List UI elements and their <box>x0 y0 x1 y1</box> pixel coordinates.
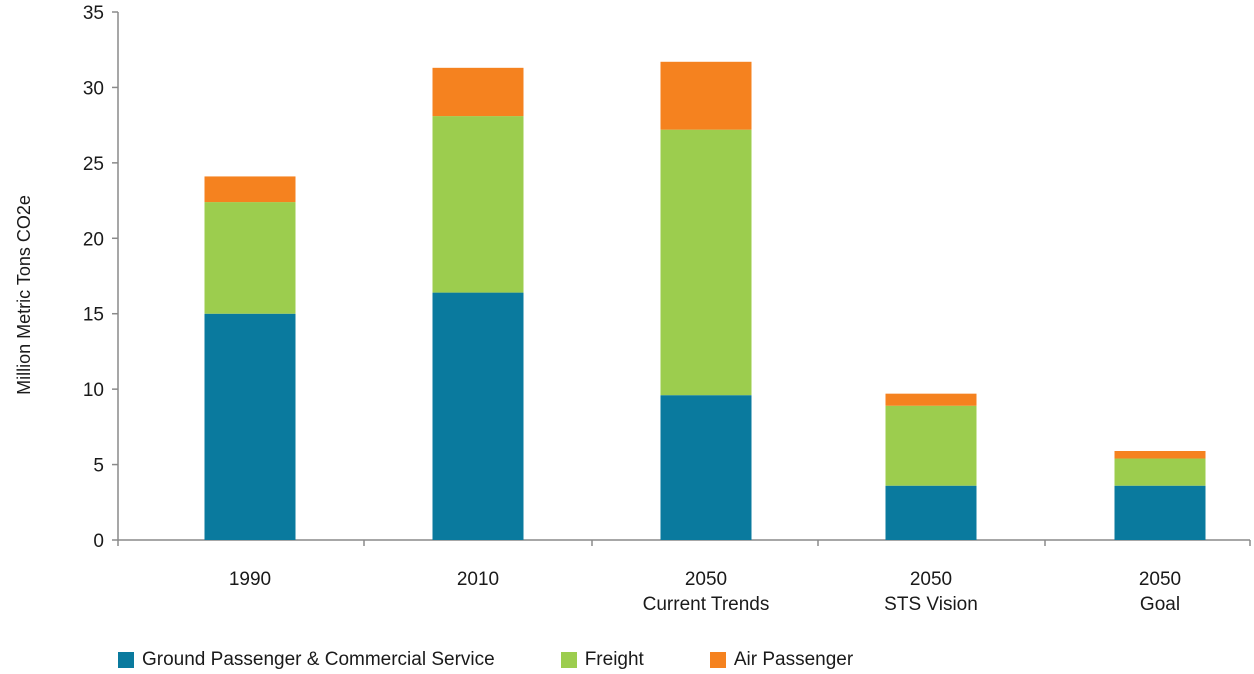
bar-air-3 <box>885 393 977 406</box>
y-tick-label: 30 <box>83 78 104 99</box>
bar-freight-0 <box>204 202 296 314</box>
category-label-line2: STS Vision <box>884 594 978 615</box>
legend-label-ground: Ground Passenger & Commercial Service <box>142 649 495 670</box>
category-label-line2: Current Trends <box>643 594 770 615</box>
bar-air-0 <box>204 176 296 203</box>
legend-swatch-air <box>709 652 726 668</box>
legend-label-freight: Freight <box>584 649 644 670</box>
y-tick-label: 10 <box>83 380 104 401</box>
bar-ground-1 <box>432 292 524 540</box>
bars <box>204 61 1206 540</box>
bar-freight-1 <box>432 116 524 293</box>
category-label-line1: 2010 <box>457 569 499 590</box>
bar-freight-3 <box>885 405 977 486</box>
legend: Ground Passenger & Commercial Service Fr… <box>118 647 853 673</box>
bar-ground-2 <box>660 395 752 540</box>
y-tick-label: 0 <box>93 531 104 552</box>
legend-item-ground: Ground Passenger & Commercial Service <box>118 649 495 671</box>
legend-swatch-freight <box>560 652 577 668</box>
y-tick-label: 5 <box>93 456 104 477</box>
category-label-line1: 1990 <box>229 569 271 590</box>
y-tick-label: 20 <box>83 229 104 250</box>
y-axis: 0 5 10 15 20 25 30 35 <box>83 3 119 552</box>
bar-air-1 <box>432 67 524 117</box>
y-tick-label: 25 <box>83 154 104 175</box>
category-label-line1: 2050 <box>1139 569 1181 590</box>
bar-freight-2 <box>660 129 752 396</box>
legend-label-air: Air Passenger <box>733 649 854 670</box>
category-label-line2: Goal <box>1140 594 1180 615</box>
y-tick-label: 15 <box>83 305 104 326</box>
stacked-bar-chart: 0 5 10 15 20 25 30 35 1990 2010 2050 Current Trend… <box>14 3 1251 615</box>
bar-air-2 <box>660 61 752 130</box>
bar-ground-4 <box>1114 485 1206 540</box>
bar-ground-0 <box>204 313 296 540</box>
category-label-line1: 2050 <box>685 569 727 590</box>
y-tick-label: 35 <box>83 3 104 24</box>
bar-freight-4 <box>1114 458 1206 486</box>
bar-ground-3 <box>885 485 977 540</box>
category-label-line1: 2050 <box>910 569 952 590</box>
legend-item-air: Air Passenger <box>709 649 854 671</box>
legend-swatch-ground <box>118 652 134 668</box>
x-axis: 1990 2010 2050 Current Trends 2050 STS Vision… <box>117 539 1251 615</box>
y-axis-title: Million Metric Tons CO2e <box>14 195 34 395</box>
legend-item-freight: Freight <box>560 649 644 671</box>
bar-air-4 <box>1114 450 1206 459</box>
